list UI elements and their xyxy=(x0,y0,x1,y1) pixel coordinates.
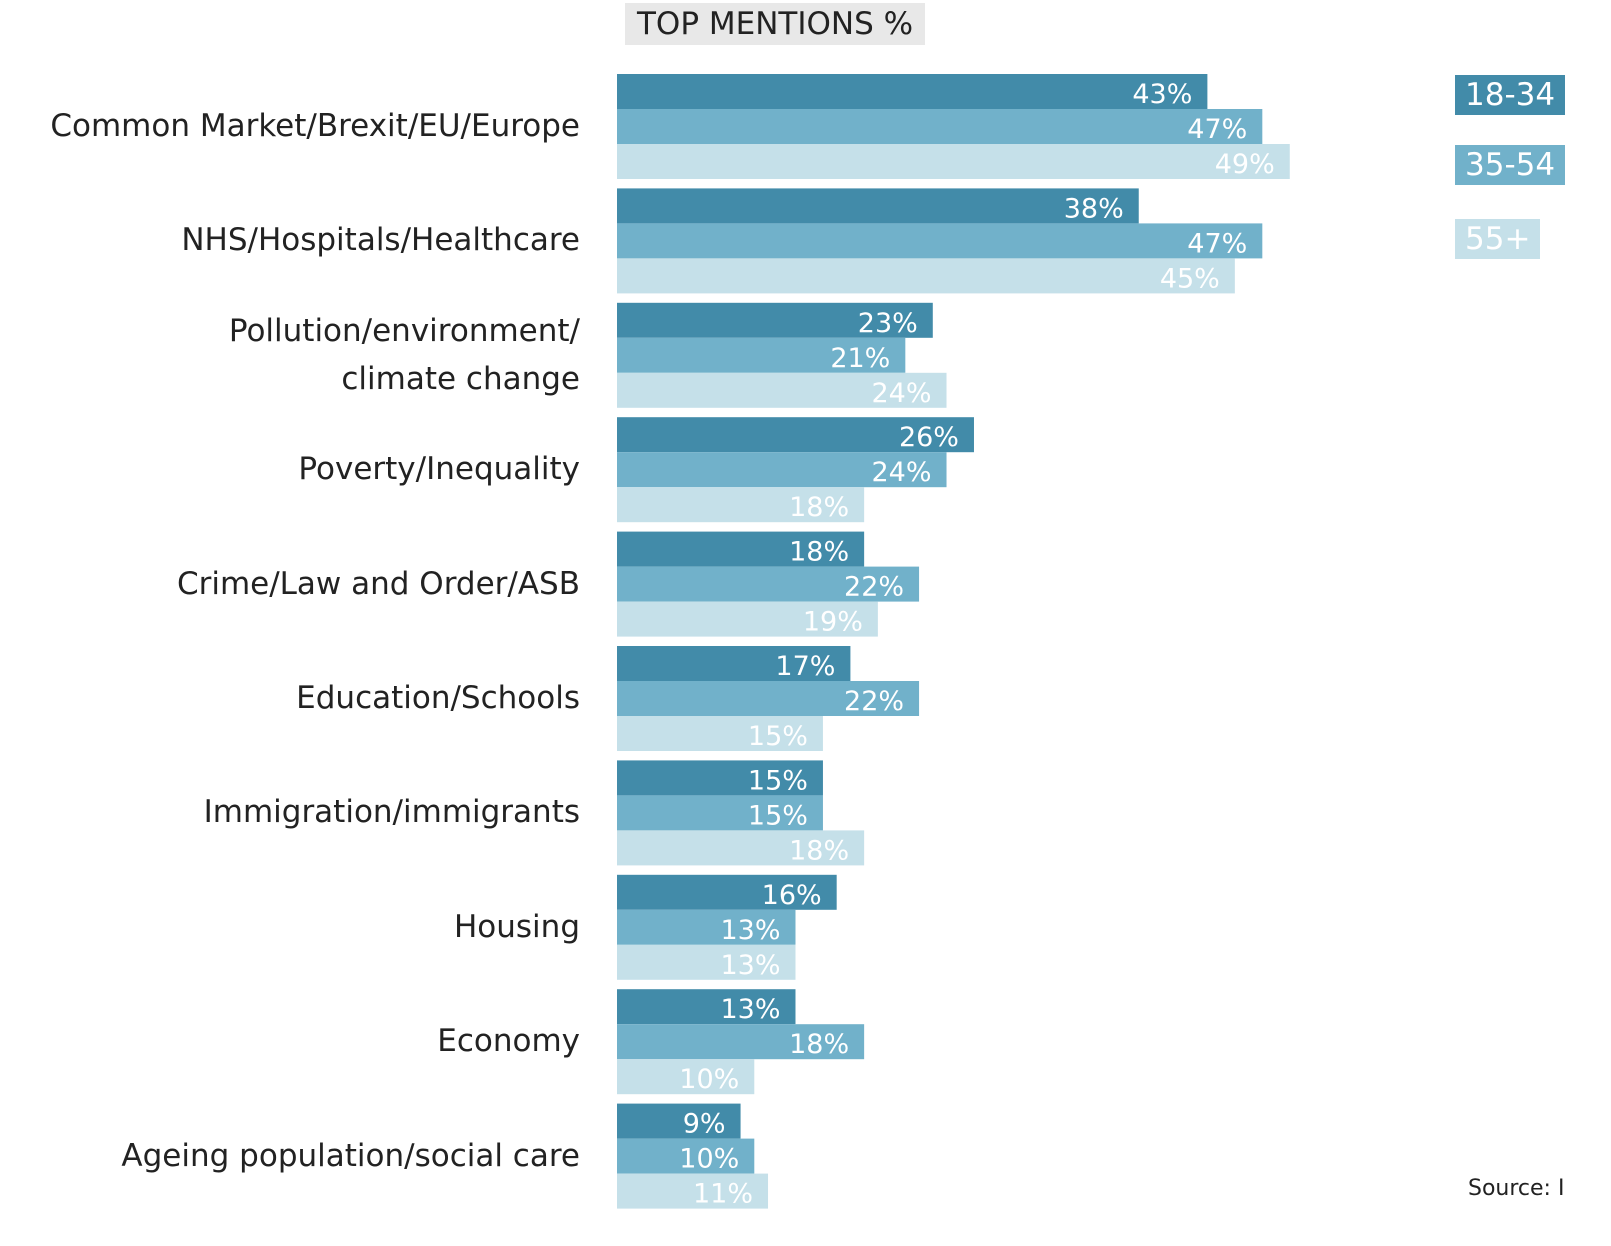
legend-item: 55+ xyxy=(1455,219,1541,259)
value-label: 15% xyxy=(748,800,808,831)
bar xyxy=(617,989,796,1025)
value-label: 9% xyxy=(683,1109,726,1140)
bar xyxy=(617,144,1290,179)
value-label: 18% xyxy=(789,1029,849,1060)
value-label: 26% xyxy=(899,422,959,453)
category-label: NHS/Hospitals/Healthcare xyxy=(181,222,580,259)
chart-title: TOP MENTIONS % xyxy=(625,3,926,45)
bar xyxy=(617,417,974,453)
category-label: Pollution/environment/ climate change xyxy=(228,312,580,397)
value-label: 17% xyxy=(775,651,835,682)
value-label: 18% xyxy=(789,537,849,568)
category-label: Poverty/Inequality xyxy=(298,451,580,488)
value-label: 18% xyxy=(789,492,849,523)
bar xyxy=(617,601,878,637)
bar xyxy=(617,1173,769,1209)
bar xyxy=(617,452,947,488)
bar xyxy=(617,681,920,716)
bar xyxy=(617,258,1235,294)
category-label: Education/Schools xyxy=(296,680,580,716)
value-label: 24% xyxy=(872,457,932,488)
bar xyxy=(617,531,865,567)
bar xyxy=(617,188,1139,224)
bar xyxy=(617,716,823,751)
category-label: Ageing population/social care xyxy=(121,1137,580,1174)
bar xyxy=(617,109,1263,144)
category-label: Crime/Law and Order/ASB xyxy=(176,565,580,602)
value-label: 23% xyxy=(858,308,918,339)
bar xyxy=(617,337,906,373)
value-label: 38% xyxy=(1064,193,1124,224)
value-label: 45% xyxy=(1160,263,1220,294)
bar xyxy=(617,874,837,910)
value-label: 13% xyxy=(720,915,780,946)
value-label: 22% xyxy=(844,572,904,603)
value-label: 10% xyxy=(679,1144,739,1175)
bar xyxy=(617,487,865,523)
bar xyxy=(617,566,920,602)
value-label: 47% xyxy=(1187,114,1247,145)
bar xyxy=(617,1059,755,1095)
bar xyxy=(617,302,933,338)
value-label: 43% xyxy=(1132,79,1192,110)
value-label: 21% xyxy=(830,343,890,374)
category-label: Common Market/Brexit/EU/Europe xyxy=(50,108,580,144)
value-label: 24% xyxy=(872,378,932,409)
bar xyxy=(617,1138,755,1174)
category-label: Housing xyxy=(453,908,580,945)
category-label: Immigration/immigrants xyxy=(203,794,580,831)
bar xyxy=(617,74,1208,109)
value-label: 19% xyxy=(803,607,863,638)
category-label: Economy xyxy=(437,1023,580,1060)
value-label: 49% xyxy=(1215,149,1275,180)
bar xyxy=(617,1103,741,1139)
bar xyxy=(617,372,947,408)
legend-item: 35-54 xyxy=(1455,145,1566,185)
source-note: Source: I xyxy=(1468,1176,1565,1201)
value-label: 15% xyxy=(748,765,808,796)
bar xyxy=(617,944,796,980)
value-label: 11% xyxy=(693,1179,753,1210)
bar xyxy=(617,830,865,866)
value-label: 13% xyxy=(720,950,780,981)
value-label: 22% xyxy=(844,686,904,717)
value-label: 15% xyxy=(748,721,808,752)
bar xyxy=(617,909,796,945)
bar xyxy=(617,1024,865,1060)
value-label: 47% xyxy=(1187,228,1247,259)
value-label: 10% xyxy=(679,1064,739,1095)
value-label: 13% xyxy=(720,994,780,1025)
bar xyxy=(617,795,823,831)
bar xyxy=(617,760,823,796)
bar xyxy=(617,223,1263,259)
value-label: 16% xyxy=(762,880,822,911)
legend-item: 18-34 xyxy=(1455,75,1566,115)
value-label: 18% xyxy=(789,835,849,866)
bar xyxy=(617,646,851,681)
